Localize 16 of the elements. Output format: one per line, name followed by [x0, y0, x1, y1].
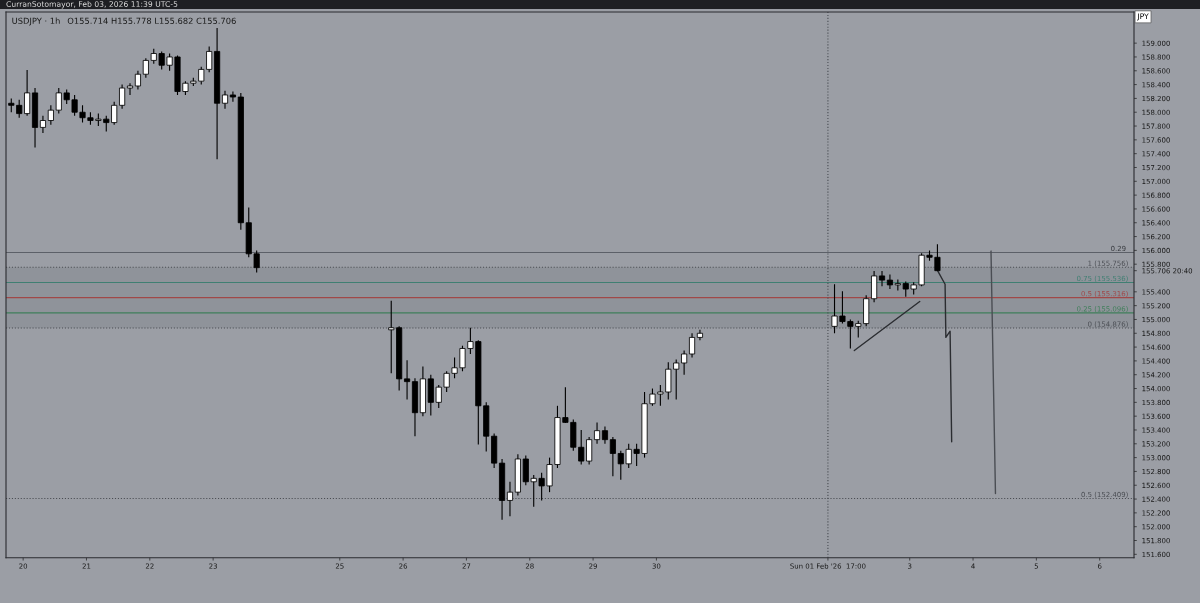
candlestick: [681, 349, 688, 376]
candlestick: [404, 359, 411, 401]
candlestick: [506, 481, 514, 517]
candlestick: [878, 270, 886, 287]
candlestick: [134, 70, 141, 90]
candlestick: [119, 84, 126, 110]
candlestick: [24, 69, 31, 117]
text: USDJPY · 1h: [12, 17, 60, 26]
candlestick: [229, 90, 236, 103]
candlestick: [39, 115, 46, 134]
candlestick: [609, 436, 616, 477]
candlestick: [593, 421, 601, 445]
candlestick: [126, 82, 134, 96]
candlestick: [871, 270, 878, 303]
candlestick: [688, 332, 696, 359]
text: O155.714 H155.778 L155.682 C155.706: [67, 17, 236, 24]
